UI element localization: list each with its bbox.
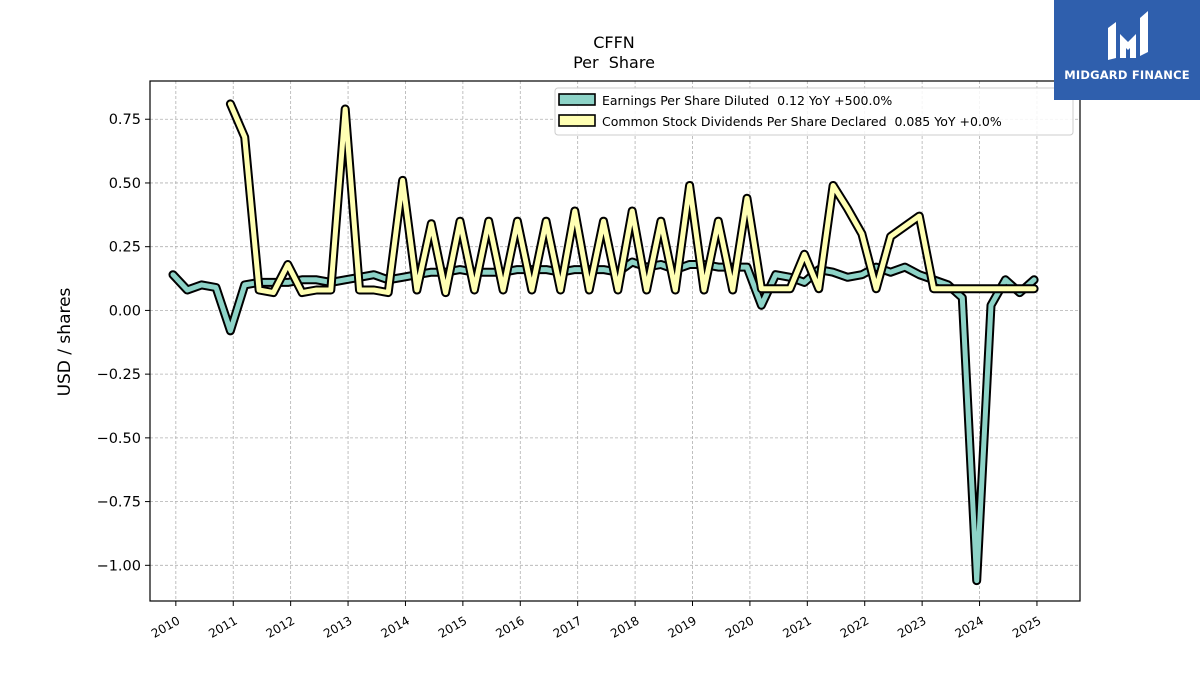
x-tick-label: 2019 — [666, 613, 699, 640]
y-axis-label: USD / shares — [55, 287, 75, 396]
y-axis: −1.00 −0.75 −0.50 −0.25 0.00 0.25 0.50 0.75 — [97, 112, 150, 574]
y-tick-label: −0.75 — [97, 495, 141, 511]
x-tick-label: 2010 — [149, 613, 182, 640]
x-tick-label: 2024 — [953, 613, 986, 640]
x-tick-label: 2011 — [206, 613, 239, 640]
logo-text: MIDGARD FINANCE — [1064, 68, 1190, 82]
y-tick-label: 0.00 — [109, 303, 141, 319]
x-tick-label: 2014 — [379, 613, 412, 640]
x-tick-label: 2017 — [551, 613, 584, 640]
chart-subtitle: Per Share — [573, 53, 655, 72]
x-tick-label: 2016 — [493, 613, 526, 640]
series-2-line — [227, 101, 1037, 296]
legend: Earnings Per Share Diluted 0.12 YoY +500… — [554, 87, 1074, 136]
y-tick-label: 0.50 — [109, 176, 141, 192]
x-tick-label: 2020 — [723, 613, 756, 640]
legend-swatch — [558, 93, 596, 106]
x-tick-label: 2025 — [1010, 613, 1043, 640]
midgard-logo-icon — [1108, 11, 1148, 60]
x-axis: 2010 2011 2012 2013 2014 2015 2016 2017 2018 2019… — [149, 601, 1043, 641]
x-tick-label: 2012 — [264, 613, 297, 640]
brand-logo: MIDGARD FINANCE — [1054, 0, 1200, 100]
x-tick-label: 2015 — [436, 613, 469, 640]
y-tick-label: −0.25 — [97, 367, 141, 383]
x-tick-label: 2022 — [838, 613, 871, 640]
legend-swatch — [558, 114, 596, 127]
x-tick-label: 2018 — [608, 613, 641, 640]
y-tick-label: −1.00 — [97, 558, 141, 574]
y-tick-label: 0.25 — [109, 240, 141, 256]
legend-box — [554, 87, 1074, 136]
series-group — [168, 99, 1039, 586]
x-tick-label: 2023 — [895, 613, 928, 640]
x-tick-label: 2013 — [321, 613, 354, 640]
y-tick-label: 0.75 — [109, 112, 141, 128]
grid — [150, 81, 1080, 601]
legend-label: Earnings Per Share Diluted 0.12 YoY +500… — [602, 93, 892, 108]
chart-title: CFFN — [593, 33, 635, 52]
x-tick-label: 2021 — [780, 613, 813, 640]
plot-frame — [149, 80, 1081, 602]
series-1-line — [170, 259, 1037, 584]
legend-label: Common Stock Dividends Per Share Declare… — [602, 114, 1002, 129]
y-tick-label: −0.50 — [97, 431, 141, 447]
series-1-outline — [168, 257, 1039, 586]
